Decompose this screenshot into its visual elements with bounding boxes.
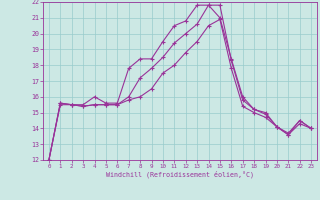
X-axis label: Windchill (Refroidissement éolien,°C): Windchill (Refroidissement éolien,°C) [106, 171, 254, 178]
